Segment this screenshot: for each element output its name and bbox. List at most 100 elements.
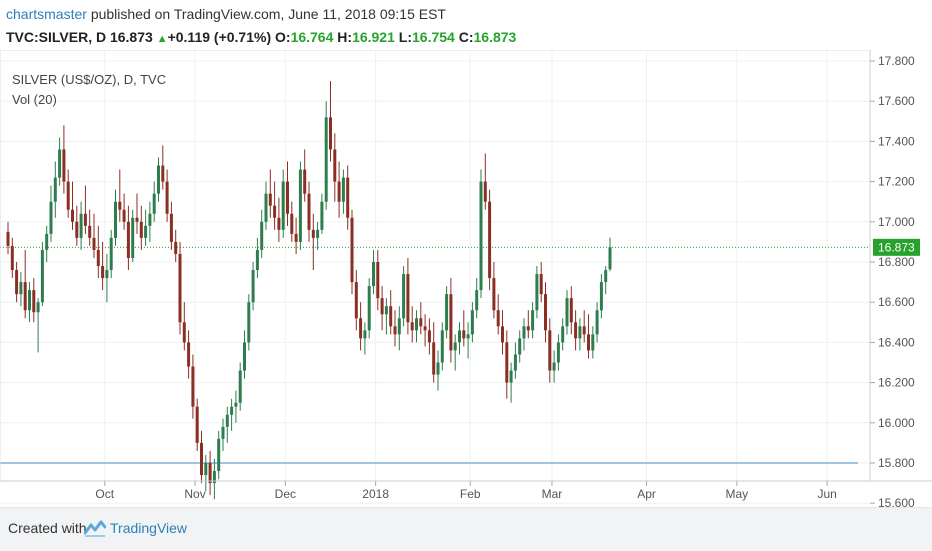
candle-body-up [470, 310, 474, 335]
candle-body-up [440, 330, 444, 363]
candle-body-up [281, 181, 285, 230]
symbol-name: TVC:SILVER, D [6, 29, 107, 45]
y-tick-label: 16.600 [878, 295, 915, 309]
candle-body-down [6, 231, 10, 246]
y-tick-label: 17.000 [878, 215, 915, 229]
candle-body-down [92, 237, 96, 250]
candle-body-up [157, 165, 160, 194]
candle-body-down [432, 342, 436, 375]
candle-body-up [535, 274, 539, 311]
x-tick-label: 2018 [362, 487, 389, 501]
candle-body-up [531, 310, 535, 331]
candle-body-down [483, 181, 487, 202]
candle-body-up [316, 229, 320, 238]
candle-body-down [544, 294, 547, 331]
author-link[interactable]: chartsmaster [6, 6, 87, 22]
candle-body-up [479, 181, 483, 291]
candle-body-up [243, 342, 246, 371]
last-price: 16.873 [109, 29, 153, 45]
candle-body-down [126, 221, 130, 258]
open-label: O: [275, 29, 291, 45]
candle-body-down [337, 181, 341, 202]
candle-body-up [578, 326, 582, 339]
chart-grid [0, 50, 870, 504]
candle-body-down [501, 326, 504, 343]
plot-border [0, 50, 871, 482]
published-text: published on TradingView.com, June 11, 2… [90, 6, 446, 22]
candle-body-down [10, 245, 14, 271]
chart-title: SILVER (US$/OZ), D, TVC [12, 72, 166, 87]
candle-body-down [66, 181, 70, 210]
candle-body-up [131, 217, 135, 258]
candle-body-up [458, 330, 461, 343]
candle-body-up [53, 177, 57, 202]
candle-body-down [410, 322, 414, 331]
candle-body-up [238, 370, 242, 403]
candle-body-down [277, 217, 281, 230]
candle-body-down [311, 229, 315, 238]
candle-body-up [40, 249, 44, 303]
candle-body-down [376, 262, 380, 299]
x-tick-label: Apr [637, 487, 656, 501]
candle-body-down [496, 310, 500, 327]
candle-body-down [329, 117, 332, 150]
price-chart[interactable]: 17.800 17.600 17.400 17.200 17.000 16.800 16.6… [0, 50, 932, 507]
publish-info: chartsmaster published on TradingView.co… [6, 6, 446, 22]
y-tick-label: 16.400 [878, 335, 915, 349]
candle-body-up [324, 117, 328, 202]
candle-body-down [286, 181, 289, 214]
tradingview-link[interactable]: TradingView [110, 520, 188, 536]
candle-body-up [260, 221, 264, 250]
candle-body-up [522, 326, 526, 339]
y-tick-label: 16.800 [878, 255, 915, 269]
candle-body-down [208, 463, 212, 484]
candle-body-up [445, 294, 449, 331]
candle-body-down [492, 278, 496, 311]
y-tick-label: 17.800 [878, 54, 915, 68]
candle-body-up [148, 213, 152, 226]
tradingview-logo-icon [84, 520, 106, 537]
candle-body-down [350, 217, 354, 283]
candle-body-down [569, 298, 573, 323]
candle-body-down [307, 193, 311, 230]
candle-body-up [264, 193, 268, 222]
candle-body-down [488, 201, 492, 279]
price-axis: 17.800 17.600 17.400 17.200 17.000 16.800 16.6… [870, 54, 915, 507]
candle-body-down [122, 209, 126, 222]
candle-body-down [75, 221, 79, 238]
candle-body-down [303, 169, 307, 194]
candle-body-down [165, 181, 169, 214]
candle-body-down [354, 282, 358, 319]
candle-body-down [393, 326, 397, 335]
candle-body-up [591, 334, 595, 351]
y-tick-label: 17.400 [878, 134, 915, 148]
candle-body-down [62, 149, 66, 182]
candle-body-up [599, 282, 603, 311]
candle-body-up [415, 318, 418, 331]
candle-body-up [49, 201, 53, 234]
candle-body-down [582, 326, 586, 335]
candle-body-down [268, 193, 272, 206]
x-tick-label: Jun [817, 487, 836, 501]
candle-body-up [372, 262, 375, 287]
y-tick-label: 17.200 [878, 175, 915, 189]
candle-body-down [449, 294, 453, 351]
candle-body-up [518, 338, 522, 355]
candle-body-up [230, 406, 234, 415]
candle-body-up [436, 362, 440, 375]
candle-body-down [346, 177, 350, 218]
candle-body-up [255, 249, 259, 271]
candle-body-up [341, 177, 345, 202]
candle-body-up [604, 270, 608, 283]
candle-body-up [552, 362, 556, 371]
candle-body-down [427, 330, 431, 343]
up-arrow-icon: ▲ [156, 33, 168, 45]
close-label: C: [458, 29, 474, 45]
candle-body-up [212, 471, 216, 484]
candle-body-down [139, 221, 143, 238]
x-tick-label: Dec [275, 487, 296, 501]
close-value: 16.873 [473, 29, 517, 45]
candle-body-down [169, 213, 173, 242]
candle-body-up [152, 193, 156, 214]
candle-body-up [79, 213, 83, 238]
